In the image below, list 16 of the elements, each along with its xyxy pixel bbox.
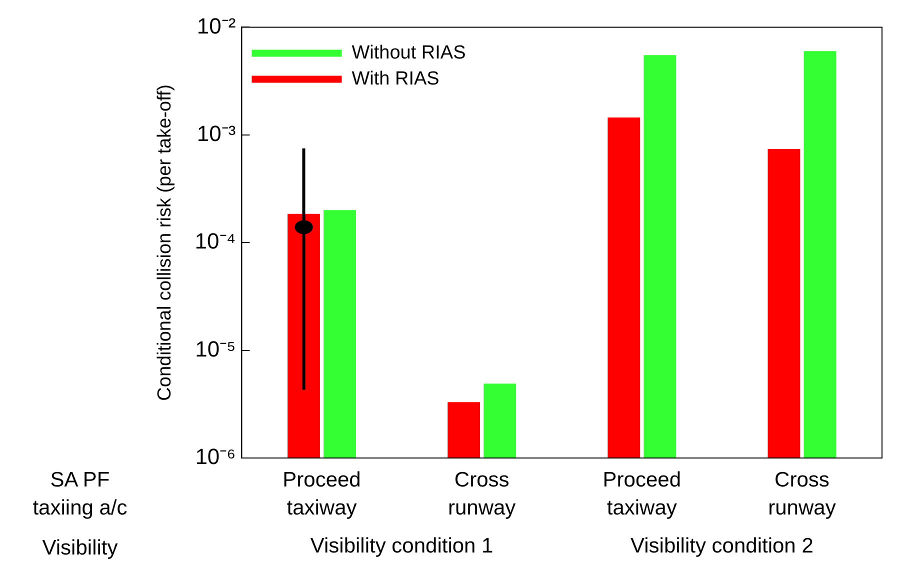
legend-label: With RIAS [352, 68, 440, 90]
y-tick-label: 10⁻³ [196, 120, 236, 146]
text: Visibility condition 1 [310, 534, 494, 558]
text: Visibility [42, 536, 118, 560]
y-tick-label: 10⁻² [196, 13, 236, 38]
legend-label: Without RIAS [352, 42, 466, 64]
text: Visibility condition 2 [630, 534, 814, 558]
y-axis-title: Conditional collision risk (per take-off) [154, 84, 176, 401]
y-tick-label: 10⁻⁴ [194, 228, 236, 254]
x-tick-label: Proceed taxiway [282, 468, 361, 520]
y-tick-label: 10⁻⁵ [195, 336, 236, 362]
x-tick-label: Cross runway [448, 468, 516, 520]
y-tick-label: 10⁻⁶ [195, 444, 236, 470]
x-tick-label: Cross runway [768, 468, 836, 520]
x-tick-label: Proceed taxiway [602, 468, 682, 520]
text: SA PF taxiing a/c [32, 468, 128, 520]
